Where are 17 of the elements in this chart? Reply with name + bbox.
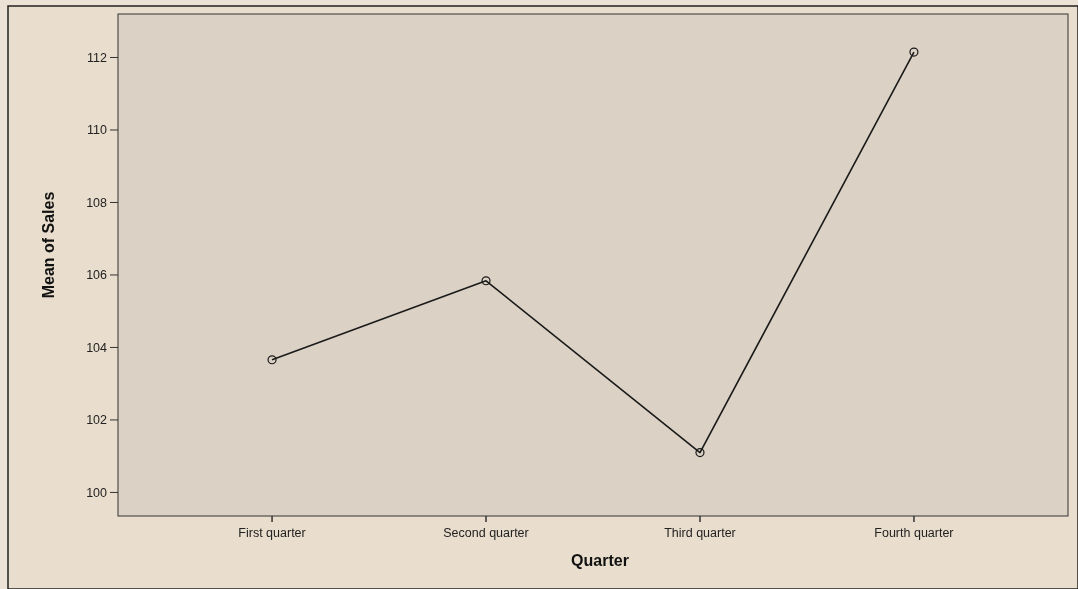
y-tick-label: 102: [86, 413, 108, 428]
point: [909, 47, 919, 57]
y-tick-label: 110: [87, 123, 108, 138]
x-axis-title: Quarter: [571, 552, 629, 569]
point: [695, 447, 705, 458]
point: [267, 355, 277, 365]
x-tick-label: Fourth quarter: [874, 526, 954, 540]
y-tick-label: 112: [87, 50, 108, 65]
x-tick-label: First quarter: [238, 526, 306, 540]
y-tick-label: 104: [86, 340, 108, 355]
x-tick-label: Third quarter: [664, 526, 736, 540]
x-tick-label: Second quarter: [443, 526, 529, 540]
point: [481, 276, 491, 286]
y-tick-label: 106: [86, 268, 108, 283]
y-tick-label: 100: [86, 485, 108, 500]
y-tick-label: 108: [86, 195, 108, 210]
y-axis-title: Mean of Sales: [40, 191, 57, 299]
